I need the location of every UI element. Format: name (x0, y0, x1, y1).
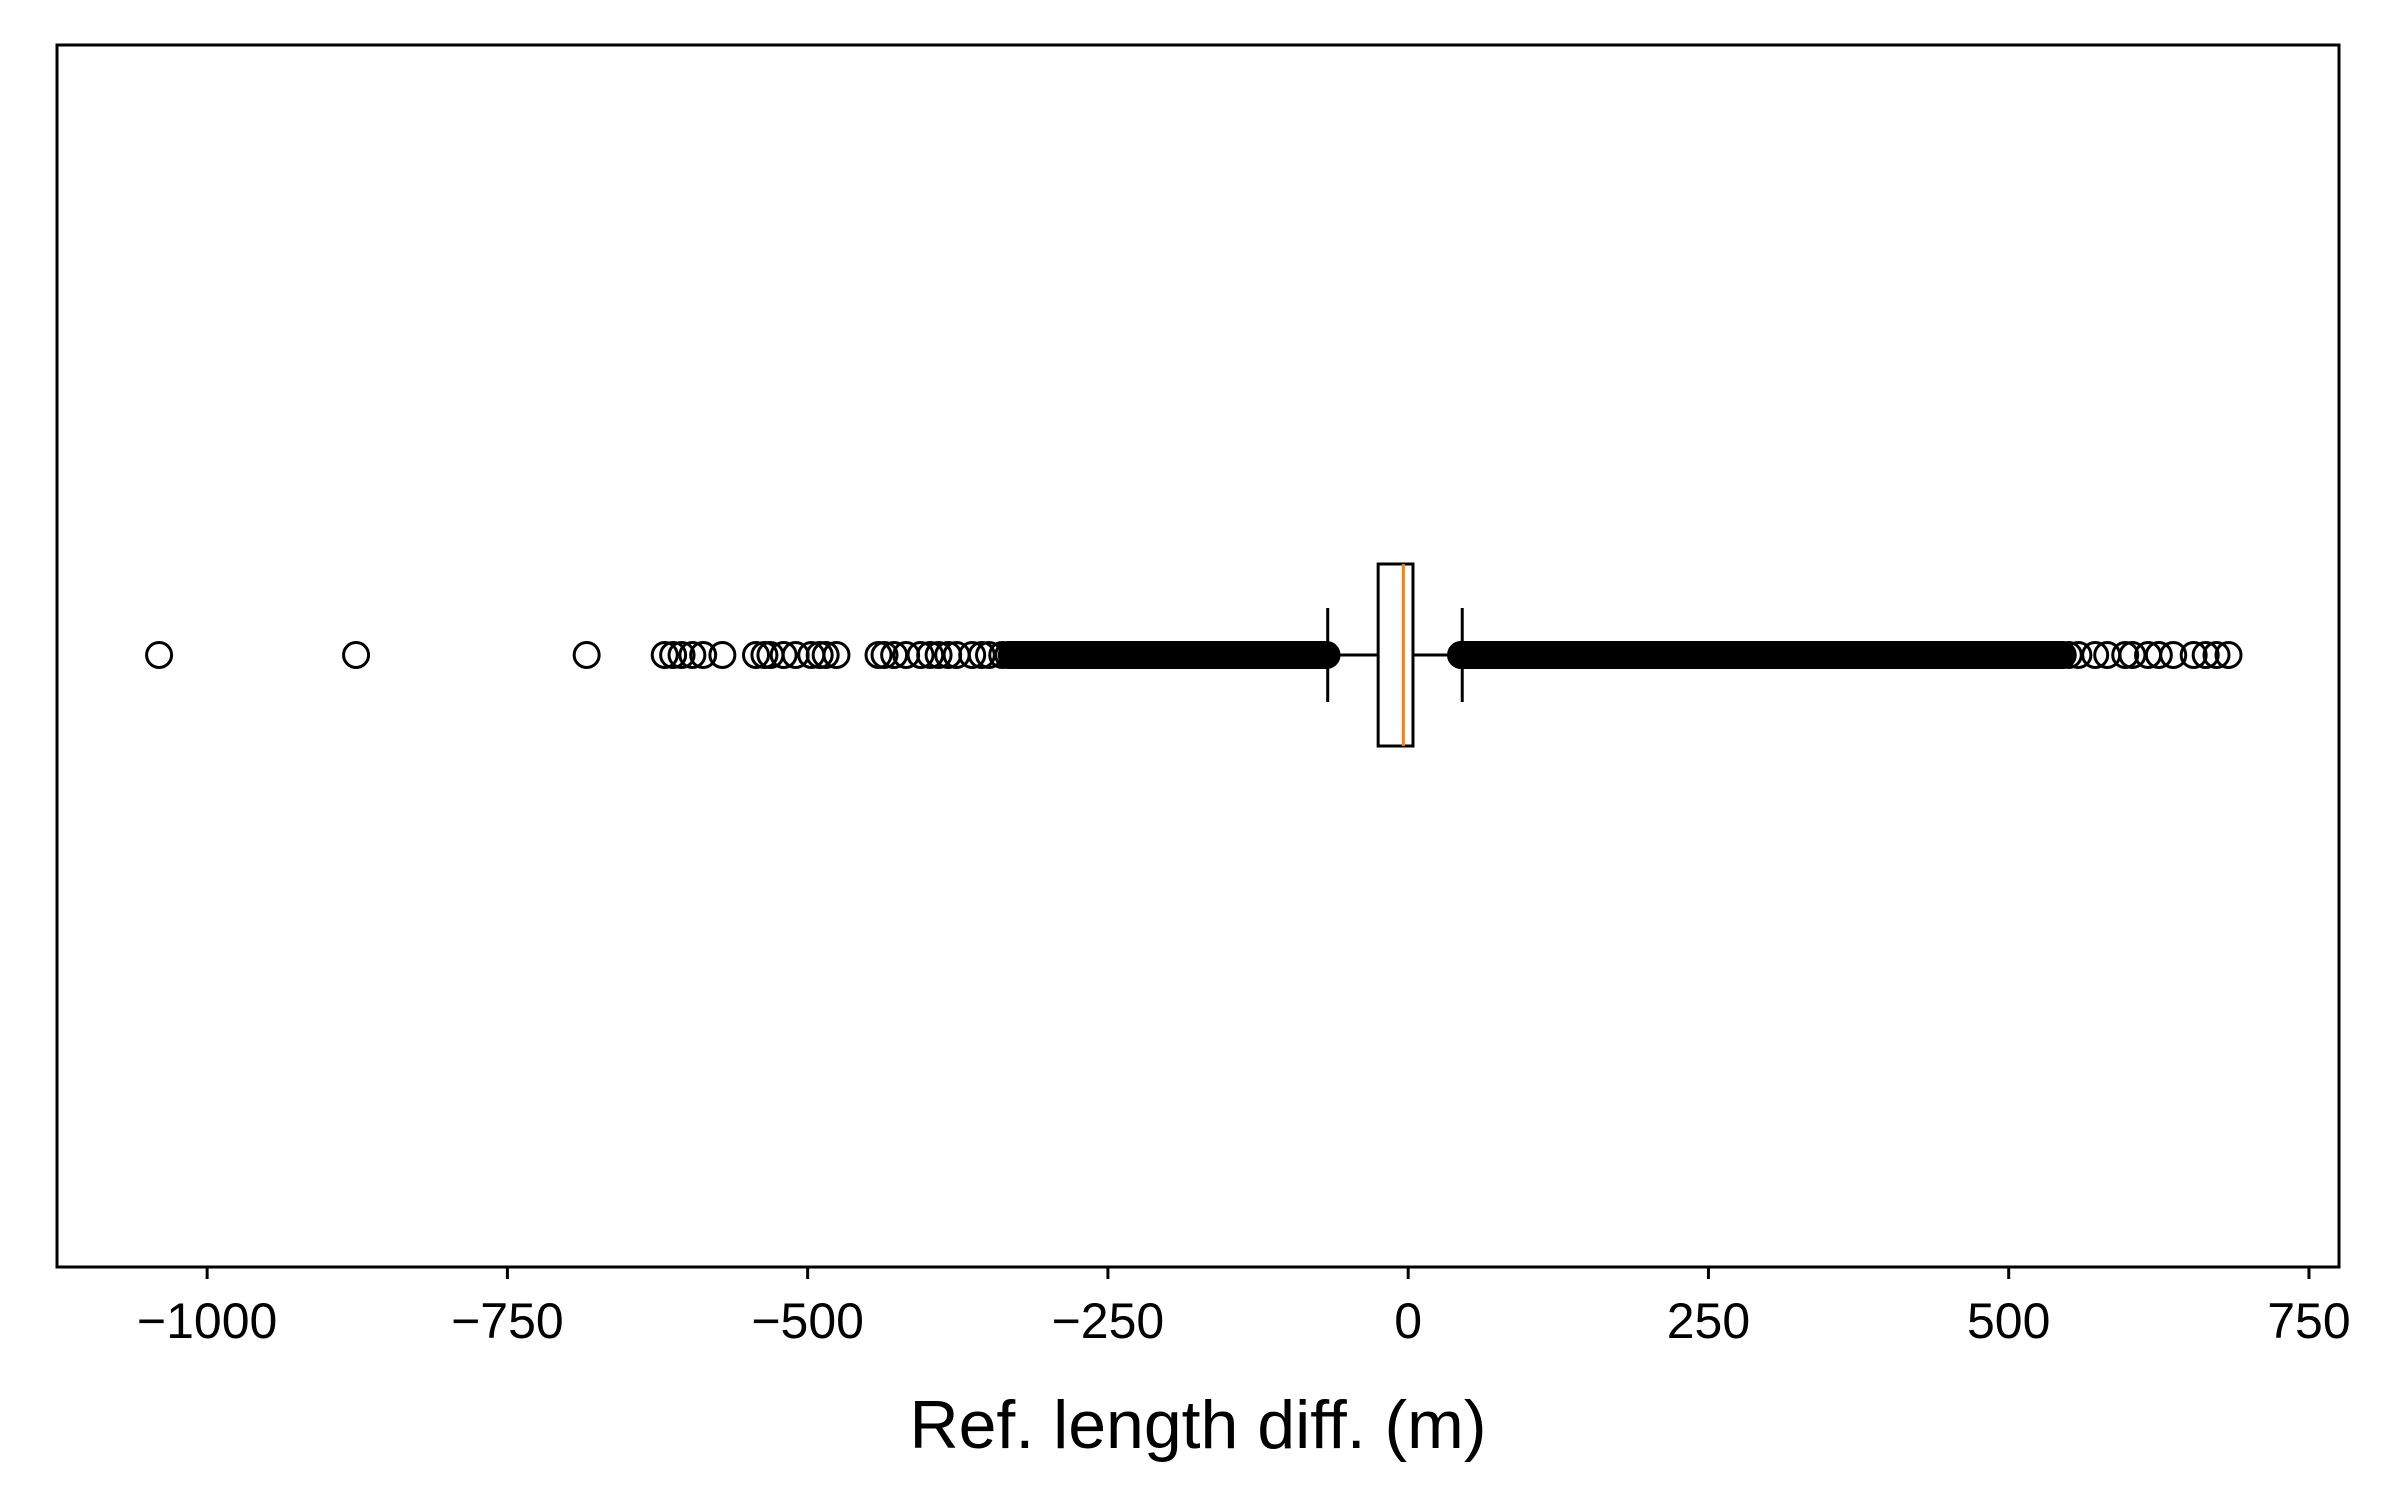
outlier-point (2144, 641, 2173, 669)
x-tick-label: −500 (751, 1293, 864, 1349)
outlier-point (958, 641, 987, 669)
outlier-point (650, 641, 679, 669)
outlier-point (2191, 641, 2220, 669)
outlier-point (572, 641, 601, 669)
outlier-point (667, 641, 696, 669)
outlier-point (678, 641, 707, 669)
outlier-point (2081, 641, 2110, 669)
outlier-point (2179, 641, 2208, 669)
plot-frame (55, 43, 2341, 1269)
outlier-point (342, 641, 371, 669)
outlier-point (924, 641, 953, 669)
outlier-point (708, 641, 737, 669)
x-tick-label: 750 (2267, 1293, 2350, 1349)
x-tick-label: −1000 (137, 1293, 277, 1349)
outlier-point (689, 641, 718, 669)
outlier-point (145, 641, 174, 669)
outlier-point (811, 641, 840, 669)
x-tick-label: −750 (451, 1293, 564, 1349)
iqr-box (1376, 562, 1415, 748)
outlier-point (2111, 641, 2140, 669)
x-tick-label: 500 (1967, 1293, 2050, 1349)
x-tick-label: 0 (1394, 1293, 1422, 1349)
outlier-point (659, 641, 688, 669)
outlier-point (742, 641, 771, 669)
x-axis: −1000 −750 −500 −250 0 250 500 750 (137, 1267, 2351, 1349)
x-axis-label: Ref. length diff. (m) (910, 1387, 1487, 1463)
outlier-point (822, 641, 851, 669)
outlier-point (870, 641, 899, 669)
outlier-point (2159, 641, 2188, 669)
outlier-point (906, 641, 935, 669)
outlier-point (769, 641, 798, 669)
outlier-point (2214, 641, 2243, 669)
x-tick-label: 250 (1667, 1293, 1750, 1349)
outliers (145, 641, 2243, 669)
boxplot (1326, 562, 1464, 748)
x-tick-label: −250 (1052, 1293, 1165, 1349)
outlier-point (2064, 641, 2093, 669)
outlier-point (2202, 641, 2231, 669)
